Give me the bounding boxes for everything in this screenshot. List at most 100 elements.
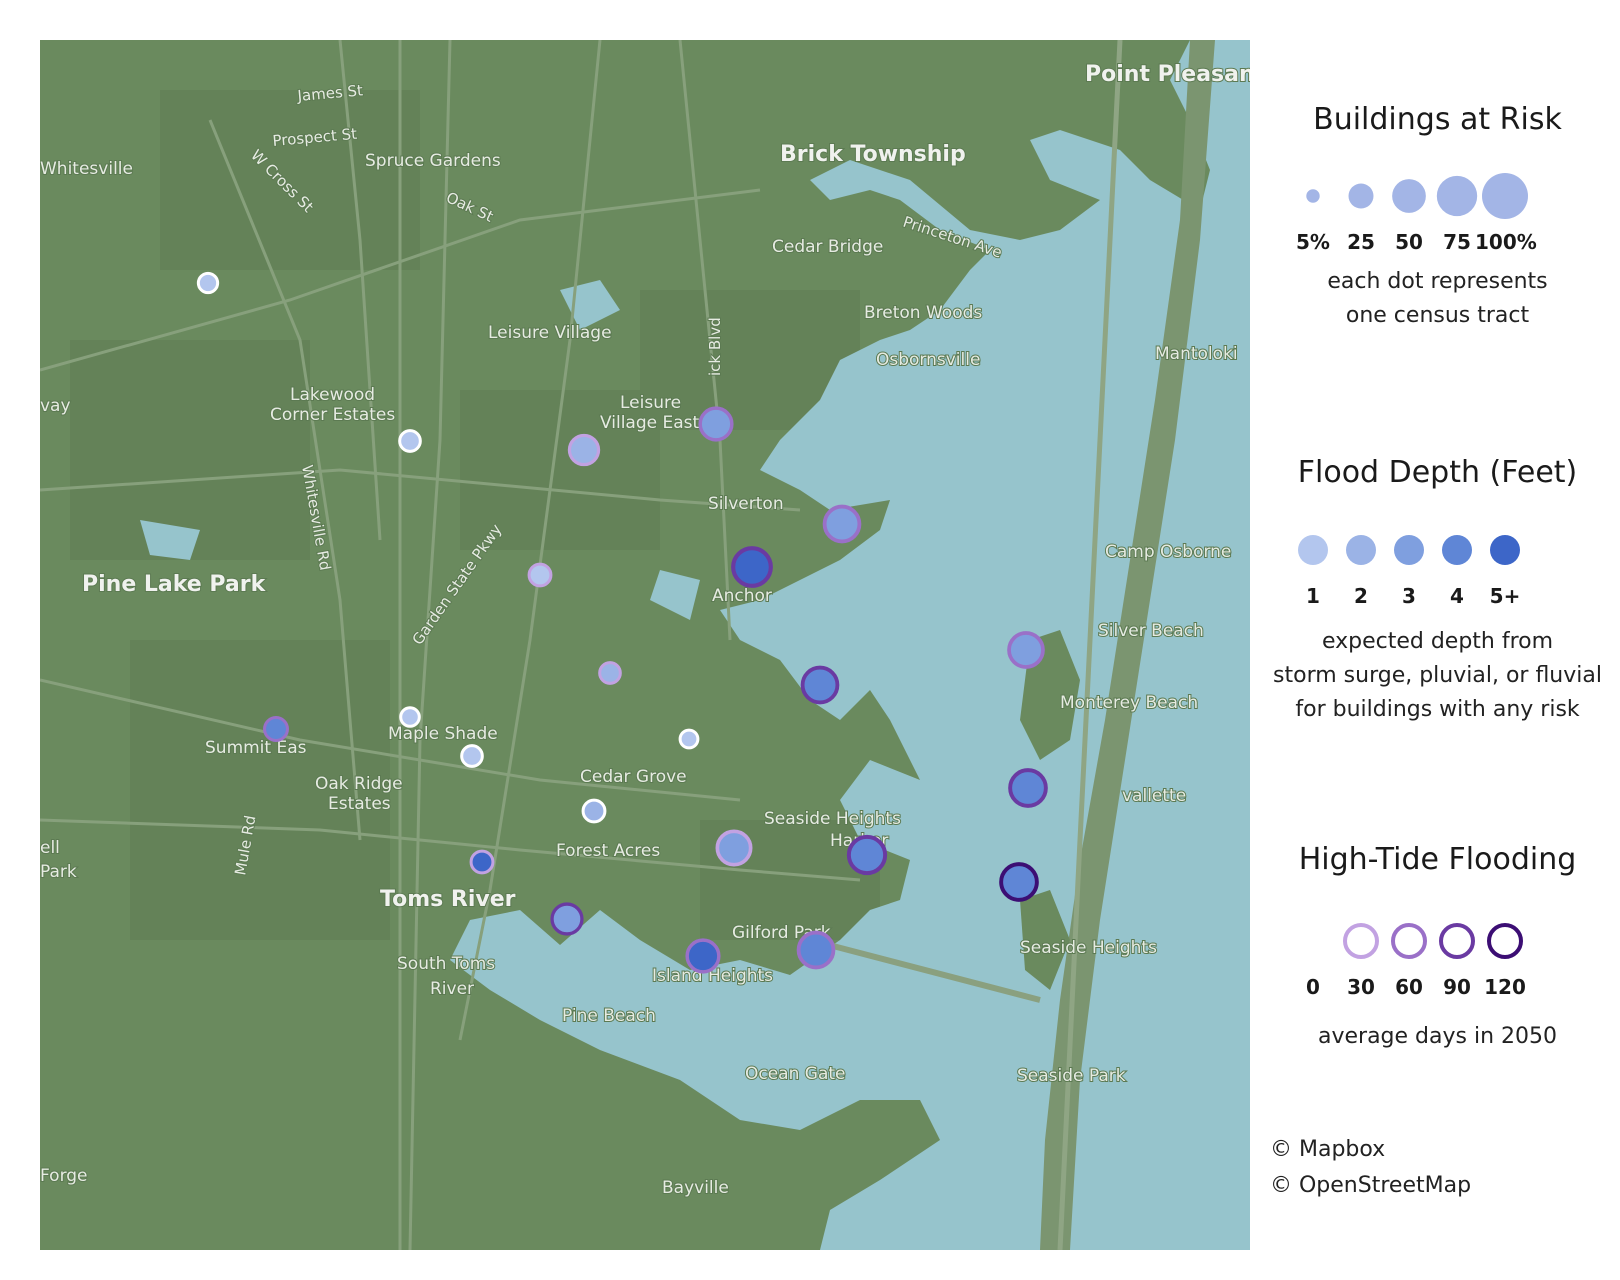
census-tract-dot[interactable]: [999, 862, 1039, 902]
tide-legend-label: 60: [1395, 975, 1423, 999]
place-label: Whitesville: [40, 159, 133, 179]
depth-legend-symbol: [1475, 524, 1535, 580]
census-tract-dot[interactable]: [731, 546, 773, 588]
census-tract-dot[interactable]: [598, 661, 622, 685]
place-label: Forest Acres: [556, 841, 660, 861]
place-label: Seaside Park: [1017, 1066, 1126, 1086]
census-tract-dot[interactable]: [715, 829, 753, 867]
census-tract-dot[interactable]: [796, 930, 836, 970]
census-tract-dot[interactable]: [698, 406, 734, 442]
place-label: Cedar Grove: [580, 767, 687, 787]
depth-legend-symbol: [1331, 524, 1391, 580]
buildings-legend-label: 75: [1443, 230, 1471, 254]
census-tract-dot[interactable]: [685, 938, 721, 974]
place-label: Ocean Gate: [745, 1064, 846, 1084]
place-label: Island Heights: [652, 966, 773, 986]
place-label: Bayville: [662, 1178, 729, 1198]
place-label: Osbornsville: [876, 350, 980, 370]
depth-legend-label: 5+: [1489, 584, 1521, 608]
census-tract-dot[interactable]: [822, 504, 862, 544]
tide-legend-symbol: [1283, 915, 1343, 971]
buildings-legend-symbol: [1475, 170, 1535, 226]
buildings-legend-symbol: [1427, 170, 1487, 226]
census-tract-dot[interactable]: [581, 798, 607, 824]
place-label: Oak Ridge: [315, 774, 403, 794]
place-label: ell: [40, 838, 60, 858]
tide-legend-label: 90: [1443, 975, 1471, 999]
census-tract-dot[interactable]: [469, 849, 495, 875]
census-tract-dot[interactable]: [1007, 631, 1045, 669]
place-label: ick Blvd: [706, 317, 724, 376]
census-tract-dot[interactable]: [846, 834, 888, 876]
place-label: Camp Osborne: [1105, 542, 1231, 562]
place-label: Lakewood: [290, 385, 375, 405]
tide-legend-label: 30: [1347, 975, 1375, 999]
flood-risk-map[interactable]: Point Pleasant Brick Township James St Pros…: [40, 40, 1250, 1250]
depth-legend-symbol: [1379, 524, 1439, 580]
tide-legend-symbol: [1427, 915, 1487, 971]
depth-note-line-3: for buildings with any risk: [1295, 697, 1580, 722]
place-label: Pine Beach: [562, 1006, 656, 1026]
depth-legend-label: 2: [1354, 584, 1368, 608]
buildings-note-line-2: one census tract: [1345, 303, 1530, 328]
tide-legend-symbol: [1475, 915, 1535, 971]
census-tract-dot[interactable]: [678, 728, 700, 750]
census-tract-dot[interactable]: [527, 562, 553, 588]
census-tract-dot[interactable]: [567, 433, 601, 467]
place-label: vay: [40, 396, 71, 416]
depth-note-line-1: expected depth from: [1321, 629, 1554, 654]
place-label: Corner Estates: [270, 405, 395, 425]
place-label: Leisure Village: [488, 323, 612, 343]
place-label: Maple Shade: [388, 724, 498, 744]
census-tract-dot[interactable]: [398, 429, 422, 453]
buildings-legend-symbol: [1331, 170, 1391, 226]
depth-legend-symbol: [1283, 524, 1343, 580]
place-label: Breton Woods: [864, 303, 982, 323]
roads: [40, 40, 1123, 1250]
depth-legend-label: 4: [1450, 584, 1464, 608]
census-tract-dot[interactable]: [399, 706, 421, 728]
depth-legend-label: 3: [1402, 584, 1416, 608]
depth-legend-scale: 1 2 3 4 5+: [1255, 524, 1620, 608]
census-tract-dot[interactable]: [196, 271, 220, 295]
buildings-legend-scale: 5% 25 50 75 100%: [1255, 170, 1620, 254]
place-label: Silver Beach: [1098, 621, 1204, 641]
place-label: Seaside Heights: [764, 809, 901, 829]
census-tract-dot[interactable]: [460, 744, 484, 768]
buildings-legend-note: each dot represents one census tract: [1255, 265, 1620, 333]
tide-legend-label: 120: [1484, 975, 1526, 999]
tide-legend-symbol: [1379, 915, 1439, 971]
buildings-note-line-1: each dot represents: [1327, 269, 1548, 294]
tide-legend-note: average days in 2050: [1317, 1024, 1557, 1049]
place-label: Anchor: [712, 586, 772, 606]
place-label: Forge: [40, 1166, 88, 1186]
place-label: vallette: [1122, 786, 1186, 806]
place-label: Silverton: [708, 494, 784, 514]
census-tract-dot[interactable]: [800, 665, 840, 705]
place-label: Village East: [600, 413, 700, 433]
place-label: Summit Eas: [205, 738, 307, 758]
census-tract-dot[interactable]: [1008, 768, 1048, 808]
buildings-legend-label: 50: [1395, 230, 1423, 254]
place-label: Brick Township: [780, 142, 966, 167]
buildings-legend-label: 100%: [1475, 230, 1537, 254]
buildings-legend-symbol: [1283, 170, 1343, 226]
place-label: Spruce Gardens: [365, 151, 501, 171]
place-label: Pine Lake Park: [82, 572, 267, 597]
place-label: Seaside Heights: [1020, 938, 1157, 958]
buildings-legend-label: 5%: [1296, 230, 1330, 254]
mapbox-credit[interactable]: © Mapbox: [1270, 1137, 1386, 1162]
depth-legend-label: 1: [1306, 584, 1320, 608]
census-tract-dot[interactable]: [550, 902, 584, 936]
place-label: Cedar Bridge: [772, 237, 883, 257]
bay-peninsula: [1020, 890, 1070, 990]
map-legend: Buildings at Risk 5% 25 50 75 100% each dot …: [1255, 40, 1620, 1250]
buildings-legend-title: Buildings at Risk: [1313, 102, 1562, 137]
place-label: Point Pleasant: [1085, 62, 1250, 87]
place-label: Mantoloki: [1155, 344, 1238, 364]
openstreetmap-credit[interactable]: © OpenStreetMap: [1270, 1173, 1472, 1198]
tide-legend-symbol: [1331, 915, 1391, 971]
census-tract-dot[interactable]: [263, 716, 289, 742]
tide-legend-title: High-Tide Flooding: [1298, 842, 1577, 877]
